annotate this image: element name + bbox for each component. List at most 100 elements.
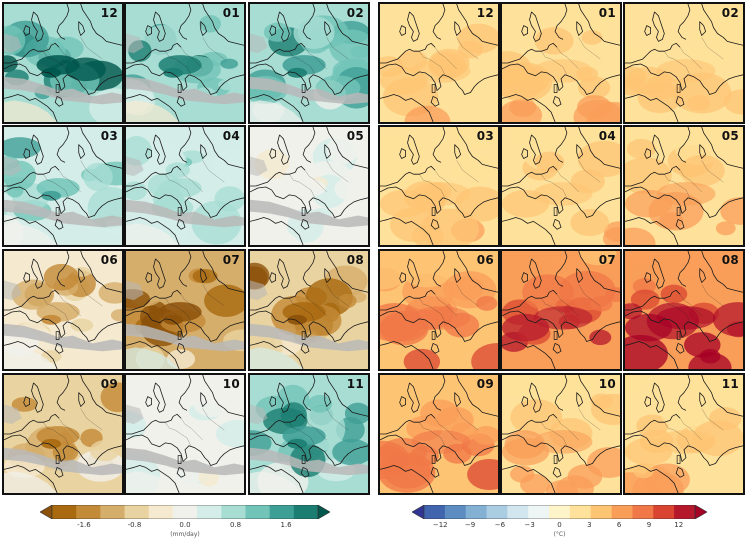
month-label: 11 <box>721 377 739 391</box>
precip-panel-month-06: 06 <box>2 249 124 371</box>
map-field <box>126 375 244 493</box>
map-field <box>4 127 122 245</box>
colorbar-swatch <box>653 505 675 519</box>
colorbar-swatch <box>76 505 101 519</box>
colorbar-tick-label: −9 <box>464 521 476 529</box>
colorbar-tick-label: -0.8 <box>127 521 142 529</box>
colorbar-swatch <box>148 505 174 519</box>
precip-panel-month-09: 09 <box>2 373 124 495</box>
month-label: 02 <box>346 6 364 20</box>
colorbar-tick-label: 3 <box>587 521 592 529</box>
map-field <box>250 251 368 369</box>
colorbar-swatch <box>632 505 654 519</box>
precip-panel-month-11: 11 <box>248 373 370 495</box>
colorbar-tick-label: −6 <box>494 521 506 529</box>
map-field <box>250 127 368 245</box>
temp-panel-month-04: 04 <box>500 125 622 247</box>
colorbar-swatch <box>124 505 150 519</box>
map-field <box>126 127 244 245</box>
month-label: 03 <box>100 129 118 143</box>
colorbar-swatch <box>245 505 271 519</box>
map-field <box>380 127 498 245</box>
precip-panel-month-05: 05 <box>248 125 370 247</box>
month-label: 07 <box>222 253 240 267</box>
colorbar-swatch <box>465 505 488 519</box>
month-label: 04 <box>222 129 240 143</box>
temp-panel-month-01: 01 <box>500 2 622 124</box>
colorbar-tick-label: −3 <box>524 521 535 529</box>
colorbar-swatch <box>293 505 319 519</box>
temp-panel-month-03: 03 <box>378 125 500 247</box>
month-label: 03 <box>476 129 494 143</box>
temp-panel-month-10: 10 <box>500 373 622 495</box>
month-label: 07 <box>598 253 616 267</box>
colorbar-tick-label: 9 <box>646 521 652 529</box>
colorbar-swatch <box>100 505 126 519</box>
colorbar-swatch <box>197 505 222 519</box>
month-label: 04 <box>598 129 616 143</box>
colorbar-swatch <box>611 505 633 519</box>
precip-panel-month-12: 12 <box>2 2 124 124</box>
map-field <box>4 251 122 369</box>
colorbar-swatch <box>52 505 77 519</box>
colorbar-tick-label: 0.8 <box>229 521 242 529</box>
month-label: 02 <box>721 6 739 20</box>
colorbar-tick-label: 12 <box>674 521 684 529</box>
map-field <box>502 251 620 369</box>
temp-panel-month-02: 02 <box>623 2 745 124</box>
precip-panel-month-07: 07 <box>124 249 246 371</box>
temp-panel-month-06: 06 <box>378 249 500 371</box>
temp-panel-month-09: 09 <box>378 373 500 495</box>
precip-panel-month-03: 03 <box>2 125 124 247</box>
colorbar-unit-label: (mm/day) <box>170 531 200 538</box>
colorbar-unit-label: (°C) <box>553 531 566 538</box>
map-field <box>250 4 368 122</box>
colorbar-extend-low <box>412 505 425 519</box>
temp-panel-month-07: 07 <box>500 249 622 371</box>
month-label: 10 <box>222 377 240 391</box>
colorbar-swatch <box>172 505 198 519</box>
map-field <box>250 375 368 493</box>
colorbar-tick-label: −12 <box>432 521 448 529</box>
colorbar-swatch <box>269 505 295 519</box>
month-label: 01 <box>598 6 616 20</box>
map-field <box>625 251 743 369</box>
map-field <box>625 127 743 245</box>
colorbar-tick-label: 6 <box>616 521 622 529</box>
month-label: 09 <box>476 377 494 391</box>
month-label: 09 <box>100 377 118 391</box>
month-label: 06 <box>476 253 494 267</box>
colorbar-tick-label: -1.6 <box>77 521 91 529</box>
month-label: 06 <box>100 253 118 267</box>
month-label: 05 <box>346 129 364 143</box>
month-label: 08 <box>721 253 739 267</box>
colorbar-tick-label: 0 <box>557 521 562 529</box>
month-label: 01 <box>222 6 240 20</box>
colorbar-swatch <box>221 505 246 519</box>
colorbar-swatch <box>424 505 446 519</box>
precip-panel-month-04: 04 <box>124 125 246 247</box>
colorbar-swatch <box>674 505 696 519</box>
colorbar-swatch <box>528 505 550 519</box>
map-field <box>380 375 498 493</box>
month-label: 12 <box>476 6 494 20</box>
temp-panel-month-11: 11 <box>623 373 745 495</box>
temp-panel-month-05: 05 <box>623 125 745 247</box>
map-field <box>126 4 244 122</box>
month-label: 05 <box>721 129 739 143</box>
precip-colorbar <box>40 505 330 519</box>
precip-panel-month-01: 01 <box>124 2 246 124</box>
map-field <box>502 127 620 245</box>
map-field <box>625 4 743 122</box>
map-field <box>380 4 498 122</box>
map-field <box>126 251 244 369</box>
month-label: 10 <box>598 377 616 391</box>
map-field <box>502 375 620 493</box>
colorbar-extend-high <box>317 505 330 519</box>
temp-panel-month-08: 08 <box>623 249 745 371</box>
colorbar-extend-high <box>694 505 707 519</box>
colorbar-swatch <box>444 505 467 519</box>
map-field <box>4 4 122 122</box>
temp-panel-month-12: 12 <box>378 2 500 124</box>
map-field <box>4 375 122 493</box>
